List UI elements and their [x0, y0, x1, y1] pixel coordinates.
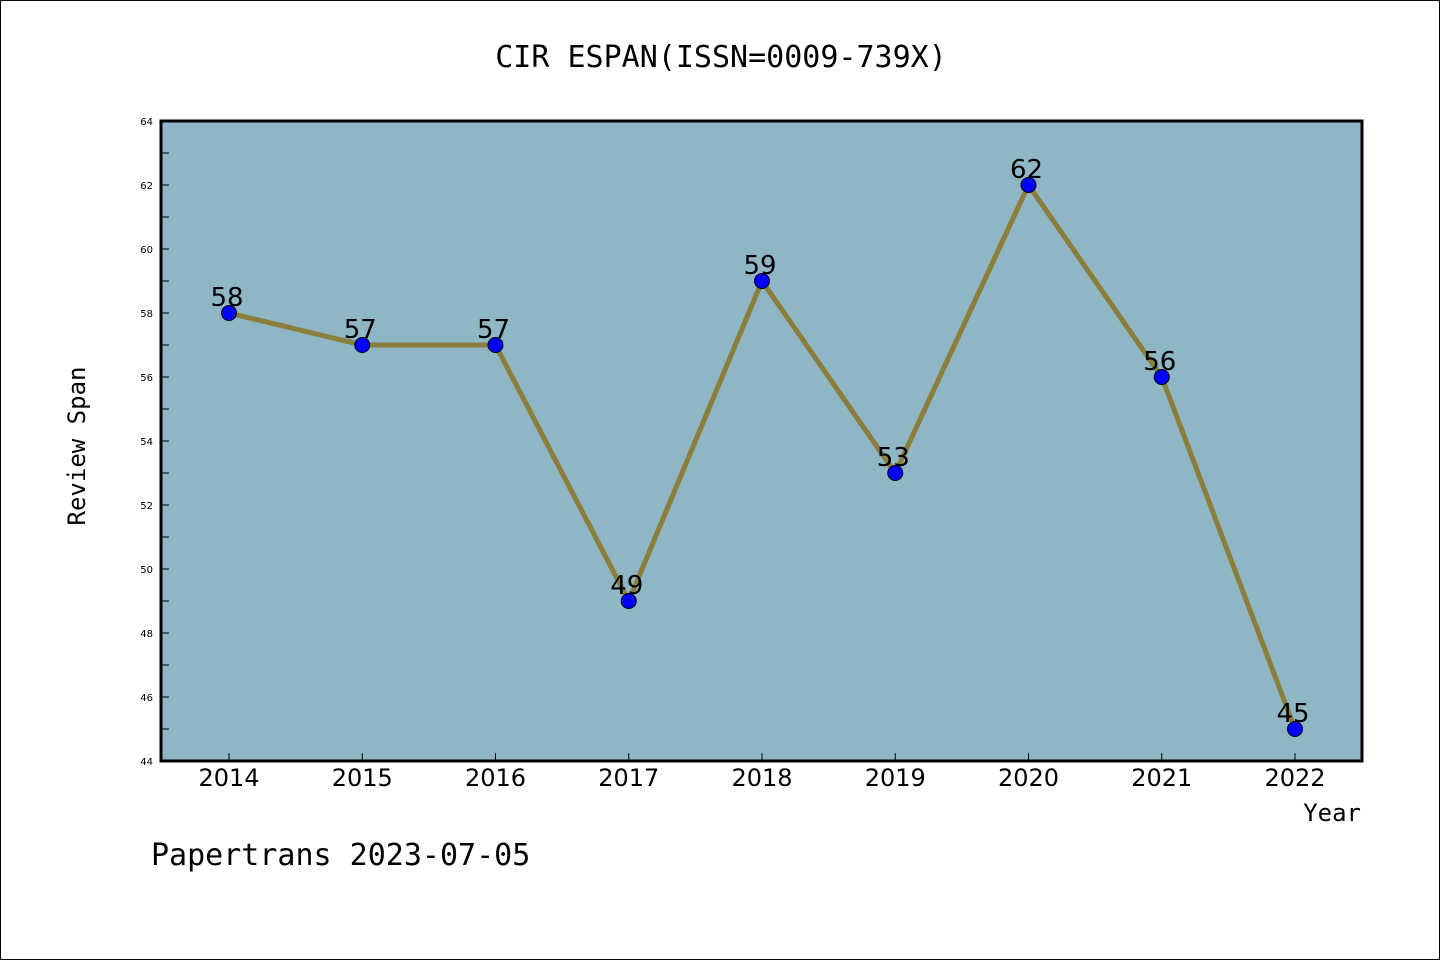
y-tick-label-48: 48	[140, 629, 153, 640]
y-tick-label-44: 44	[140, 757, 153, 768]
data-labels: 58 57 57 49 59 53 62 56 45	[210, 155, 1309, 729]
y-axis-label: Review Span	[63, 367, 91, 526]
data-label-2021: 56	[1143, 347, 1176, 377]
data-label-2017: 49	[610, 571, 643, 601]
x-axis-label: Year	[1303, 799, 1361, 827]
y-axis: 44 46 48 50 52 54 56 58 60 62 64	[140, 117, 169, 768]
y-tick-label-46: 46	[140, 693, 153, 704]
x-tick-label-2017: 2017	[598, 764, 659, 792]
data-point-2016	[487, 337, 504, 353]
x-tick-label-2021: 2021	[1131, 764, 1192, 792]
data-point-2022	[1287, 721, 1303, 737]
x-tick-label-2020: 2020	[998, 764, 1059, 792]
data-label-2016: 57	[477, 315, 510, 345]
data-label-2020: 62	[1010, 155, 1043, 185]
x-tick-label-2018: 2018	[731, 764, 792, 792]
data-point-2019	[887, 465, 904, 481]
x-tick-label-2019: 2019	[865, 764, 926, 792]
y-tick-label-62: 62	[140, 181, 153, 192]
data-label-2022: 45	[1276, 699, 1309, 729]
data-label-2018: 59	[743, 251, 776, 281]
x-tick-label-2022: 2022	[1264, 764, 1325, 792]
y-tick-label-54: 54	[140, 437, 153, 448]
x-axis: 2014 2015 2016 2017 2018 2019 2020 2021 2022	[198, 753, 1326, 792]
y-tick-label-64: 64	[140, 117, 153, 128]
x-tick-label-2015: 2015	[332, 764, 393, 792]
data-point-2020	[1020, 177, 1037, 193]
footer-text: Papertrans 2023-07-05	[151, 838, 530, 873]
data-markers	[221, 177, 1303, 737]
y-tick-label-50: 50	[140, 565, 153, 576]
data-point-2014	[221, 305, 237, 321]
y-tick-label-56: 56	[140, 373, 153, 384]
y-tick-label-60: 60	[140, 245, 153, 256]
data-point-2021	[1153, 369, 1170, 385]
data-label-2014: 58	[210, 283, 243, 313]
y-tick-label-58: 58	[140, 309, 153, 320]
plot-border	[159, 119, 1364, 763]
x-tick-label-2014: 2014	[198, 764, 259, 792]
x-tick-label-2016: 2016	[465, 764, 526, 792]
plot-area	[161, 121, 1362, 761]
data-point-2017	[620, 593, 637, 609]
data-label-2015: 57	[344, 315, 377, 345]
data-point-2015	[354, 337, 371, 353]
data-point-2018	[754, 273, 770, 289]
data-label-2019: 53	[877, 443, 910, 473]
chart-title: CIR ESPAN(ISSN=0009-739X)	[495, 40, 947, 75]
y-tick-label-52: 52	[140, 501, 153, 512]
